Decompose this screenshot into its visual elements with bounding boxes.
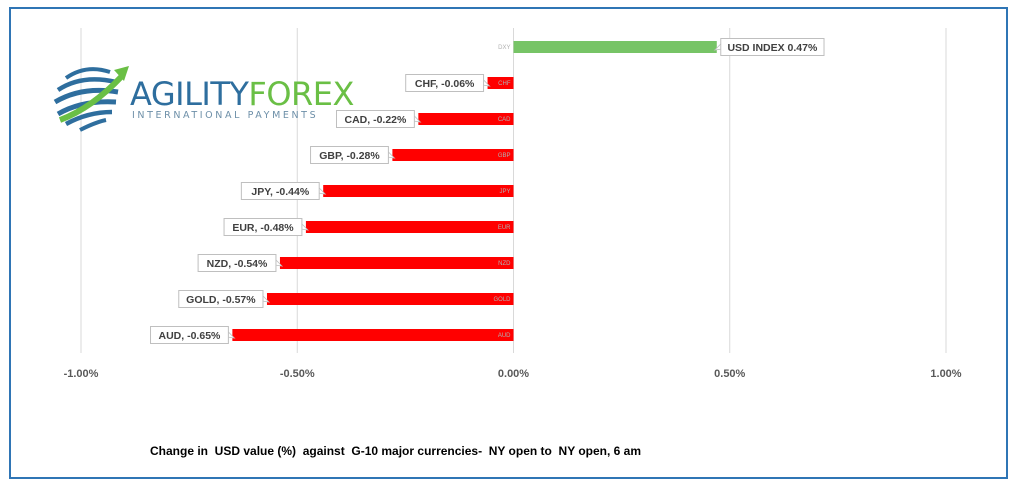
x-tick-label: 0.00% [498, 368, 529, 380]
bar-category-label: DXY [498, 45, 510, 51]
globe-arrow-icon [53, 66, 129, 132]
x-tick-label: -0.50% [280, 368, 315, 380]
data-label: AUD, -0.65% [159, 330, 222, 342]
bar [487, 77, 514, 89]
bar-category-label: AUD [498, 333, 511, 339]
bar-group: GOLD GOLD, -0.57% [178, 290, 514, 308]
bar-category-label: GOLD [493, 297, 511, 303]
data-label-box [240, 182, 320, 200]
bar-group: CHF CHF, -0.06% [405, 74, 514, 92]
bar-group: DXY USD INDEX 0.47% [498, 38, 825, 56]
data-label-box [197, 254, 277, 272]
x-tick-label: 0.50% [714, 368, 745, 380]
bar [305, 221, 514, 233]
data-label: GOLD, -0.57% [186, 294, 256, 306]
bar [513, 41, 717, 53]
logo-tagline: INTERNATIONAL PAYMENTS [132, 110, 319, 121]
data-label: NZD, -0.54% [207, 258, 268, 270]
data-label-box [405, 74, 485, 92]
data-label: USD INDEX 0.47% [727, 42, 818, 54]
bar-category-label: EUR [498, 225, 511, 231]
data-label-box [336, 110, 415, 128]
data-label-box [178, 290, 264, 308]
bar-category-label: GBP [498, 153, 511, 159]
data-label-box [310, 146, 389, 164]
data-label: EUR, -0.48% [232, 222, 294, 234]
chart-caption: Change in USD value (%) against G-10 maj… [150, 444, 642, 458]
data-label: CHF, -0.06% [415, 78, 475, 90]
bar [232, 329, 514, 341]
bar-group: JPY JPY, -0.44% [240, 182, 514, 200]
bar-group: NZD NZD, -0.54% [197, 254, 514, 272]
agility-forex-logo: AGILITYFOREX INTERNATIONAL PAYMENTS [52, 62, 354, 134]
bar-category-label: NZD [498, 261, 511, 267]
bar [323, 185, 514, 197]
bar-category-label: JPY [499, 189, 510, 195]
bar-group: CAD CAD, -0.22% [336, 110, 514, 128]
data-label: GBP, -0.28% [319, 150, 380, 162]
logo-wordmark-agility: AGILITY [130, 75, 249, 113]
data-label-box [223, 218, 303, 236]
data-label: CAD, -0.22% [344, 114, 407, 126]
x-axis-ticks: -1.00% -0.50% 0.00% 0.50% 1.00% [64, 368, 962, 380]
bar [279, 257, 514, 269]
bar-group: GBP GBP, -0.28% [310, 146, 514, 164]
bar [418, 113, 514, 125]
bars-group: DXY USD INDEX 0.47% CHF CHF, -0.06% CAD CAD, … [150, 38, 825, 344]
bar [392, 149, 514, 161]
logo-wordmark: AGILITYFOREX [130, 77, 354, 111]
x-tick-label: 1.00% [930, 368, 961, 380]
logo-wordmark-forex: FOREX [248, 75, 354, 113]
data-label: JPY, -0.44% [251, 186, 309, 198]
bar-category-label: CHF [498, 81, 511, 87]
bar [266, 293, 514, 305]
bar-group: AUD AUD, -0.65% [150, 326, 514, 344]
bar-group: EUR EUR, -0.48% [223, 218, 514, 236]
x-tick-label: -1.00% [64, 368, 99, 380]
data-label-box [150, 326, 229, 344]
bar-category-label: CAD [498, 117, 511, 123]
data-label-box [720, 38, 825, 56]
